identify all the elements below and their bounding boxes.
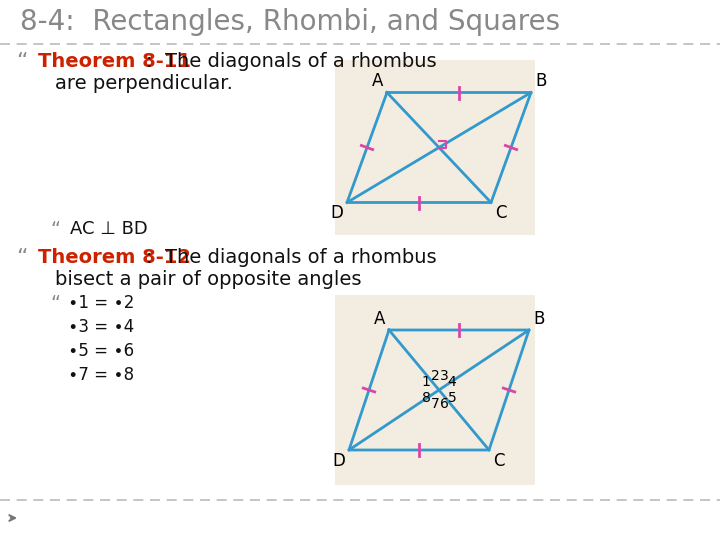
Text: B: B <box>535 72 546 91</box>
Text: AC ⊥ BD: AC ⊥ BD <box>70 220 148 238</box>
Text: Theorem 8-12: Theorem 8-12 <box>38 248 191 267</box>
Bar <box>335 60 535 235</box>
Text: “: “ <box>16 248 27 268</box>
Text: 5: 5 <box>448 391 456 405</box>
Text: 8-4:  Rectangles, Rhombi, and Squares: 8-4: Rectangles, Rhombi, and Squares <box>20 8 560 36</box>
Text: “: “ <box>50 220 60 239</box>
Text: 2: 2 <box>431 369 439 383</box>
Text: D: D <box>330 205 343 222</box>
Text: B: B <box>533 310 544 328</box>
Text: ∙3 = ∙4: ∙3 = ∙4 <box>68 318 134 336</box>
Text: 6: 6 <box>440 397 449 411</box>
Text: “: “ <box>50 294 60 313</box>
Text: “: “ <box>16 52 27 72</box>
Text: 7: 7 <box>431 397 439 411</box>
Bar <box>335 295 535 485</box>
Text: 1: 1 <box>422 375 431 389</box>
Text: are perpendicular.: are perpendicular. <box>55 74 233 93</box>
Text: 8: 8 <box>422 391 431 405</box>
Text: bisect a pair of opposite angles: bisect a pair of opposite angles <box>55 270 361 289</box>
Text: A: A <box>372 72 383 91</box>
Text: Theorem 8-11: Theorem 8-11 <box>38 52 191 71</box>
Text: :  The diagonals of a rhombus: : The diagonals of a rhombus <box>146 52 436 71</box>
Text: 3: 3 <box>440 369 449 383</box>
Text: C: C <box>493 452 505 470</box>
Text: ∙1 = ∙2: ∙1 = ∙2 <box>68 294 135 312</box>
Text: A: A <box>374 310 385 328</box>
Text: :  The diagonals of a rhombus: : The diagonals of a rhombus <box>146 248 436 267</box>
Text: D: D <box>332 452 345 470</box>
Text: ∙7 = ∙8: ∙7 = ∙8 <box>68 366 134 384</box>
Text: C: C <box>495 205 506 222</box>
Text: ∙5 = ∙6: ∙5 = ∙6 <box>68 342 134 360</box>
Text: 4: 4 <box>448 375 456 389</box>
